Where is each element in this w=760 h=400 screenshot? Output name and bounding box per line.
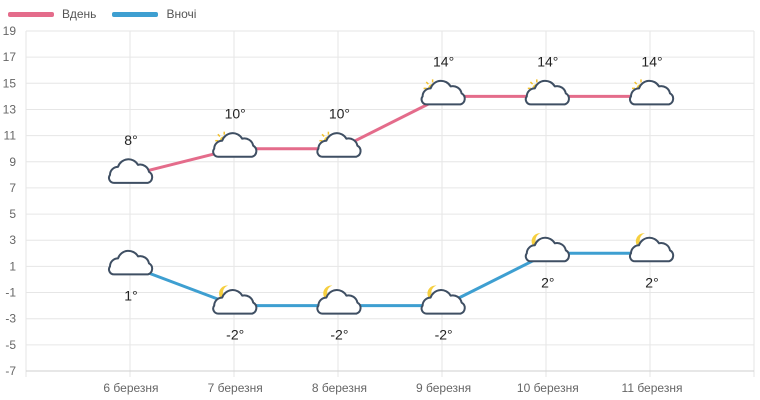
cloud-shape — [316, 132, 362, 158]
data-label: -2° — [226, 327, 244, 343]
cloud-shape — [524, 236, 570, 263]
legend-swatch-day — [8, 11, 54, 17]
x-tick-label: 7 березня — [208, 381, 263, 395]
y-tick-label: 17 — [3, 50, 17, 64]
data-label: 14° — [537, 53, 558, 69]
y-tick-label: 13 — [3, 102, 17, 116]
data-label: 2° — [541, 274, 554, 290]
legend-item-day[interactable]: Вдень — [8, 7, 96, 21]
legend-swatch-night — [112, 11, 159, 17]
cloud-shape — [524, 79, 570, 106]
y-tick-label: -7 — [5, 364, 16, 378]
data-label: -2° — [330, 327, 348, 343]
cloud-shape — [108, 158, 154, 184]
moon-cloud-icon — [212, 285, 258, 315]
y-tick-label: 15 — [3, 76, 17, 90]
series-line-night — [130, 251, 652, 308]
y-tick-label: 9 — [9, 155, 16, 169]
cloud-icon — [108, 158, 154, 184]
x-tick-label: 8 березня — [312, 381, 367, 395]
partly-sunny-cloud-icon — [212, 131, 258, 158]
y-tick-label: 11 — [4, 129, 17, 143]
cloud-shape — [108, 249, 154, 276]
sun-ray — [217, 133, 221, 137]
grid — [25, 30, 755, 377]
cloud-shape — [212, 289, 258, 315]
partly-sunny-cloud-icon — [420, 79, 466, 106]
moon-cloud-icon — [420, 285, 466, 315]
moon-cloud-icon — [316, 285, 362, 315]
x-tick-label: 9 березня — [416, 381, 471, 395]
sun-ray — [634, 81, 638, 85]
sun-ray — [529, 81, 534, 85]
legend-label-day: Вдень — [62, 7, 97, 21]
data-label: 10° — [225, 106, 246, 122]
y-tick-label: 5 — [9, 207, 16, 221]
cloud-shape — [420, 289, 466, 315]
sun-ray — [321, 133, 325, 137]
sun-ray — [425, 81, 429, 85]
cloud-shape — [420, 79, 466, 106]
y-tick-label: 3 — [9, 233, 16, 247]
data-label: 14° — [641, 53, 662, 69]
chart-legend: Вдень Вночі — [8, 7, 212, 21]
x-tick-label: 10 березня — [517, 381, 579, 395]
partly-sunny-cloud-icon — [524, 79, 570, 106]
moon-cloud-icon — [524, 233, 570, 263]
x-tick-label: 6 березня — [103, 381, 158, 395]
data-label: 1° — [124, 287, 137, 303]
data-label: 10° — [329, 106, 350, 122]
data-label: 8° — [124, 132, 137, 148]
x-tick-label: 11 березня — [622, 381, 683, 395]
y-tick-label: 7 — [9, 181, 16, 195]
cloud-shape — [316, 289, 362, 315]
y-tick-label: 1 — [9, 259, 16, 273]
cloud-shape — [629, 236, 675, 263]
data-label: 2° — [645, 274, 658, 290]
data-label: -2° — [435, 327, 453, 343]
moon-cloud-icon — [629, 233, 675, 263]
y-tick-label: 19 — [3, 24, 17, 38]
y-tick-label: -5 — [5, 338, 16, 352]
cloud-icon — [108, 249, 154, 276]
data-label: 14° — [433, 53, 454, 69]
partly-sunny-cloud-icon — [629, 79, 675, 106]
partly-sunny-cloud-icon — [316, 131, 362, 158]
y-tick-label: -1 — [5, 286, 16, 300]
cloud-shape — [212, 132, 258, 158]
y-tick-label: -3 — [5, 312, 16, 326]
legend-label-night: Вночі — [166, 7, 197, 21]
cloud-shape — [629, 79, 675, 106]
legend-item-night[interactable]: Вночі — [112, 7, 196, 21]
